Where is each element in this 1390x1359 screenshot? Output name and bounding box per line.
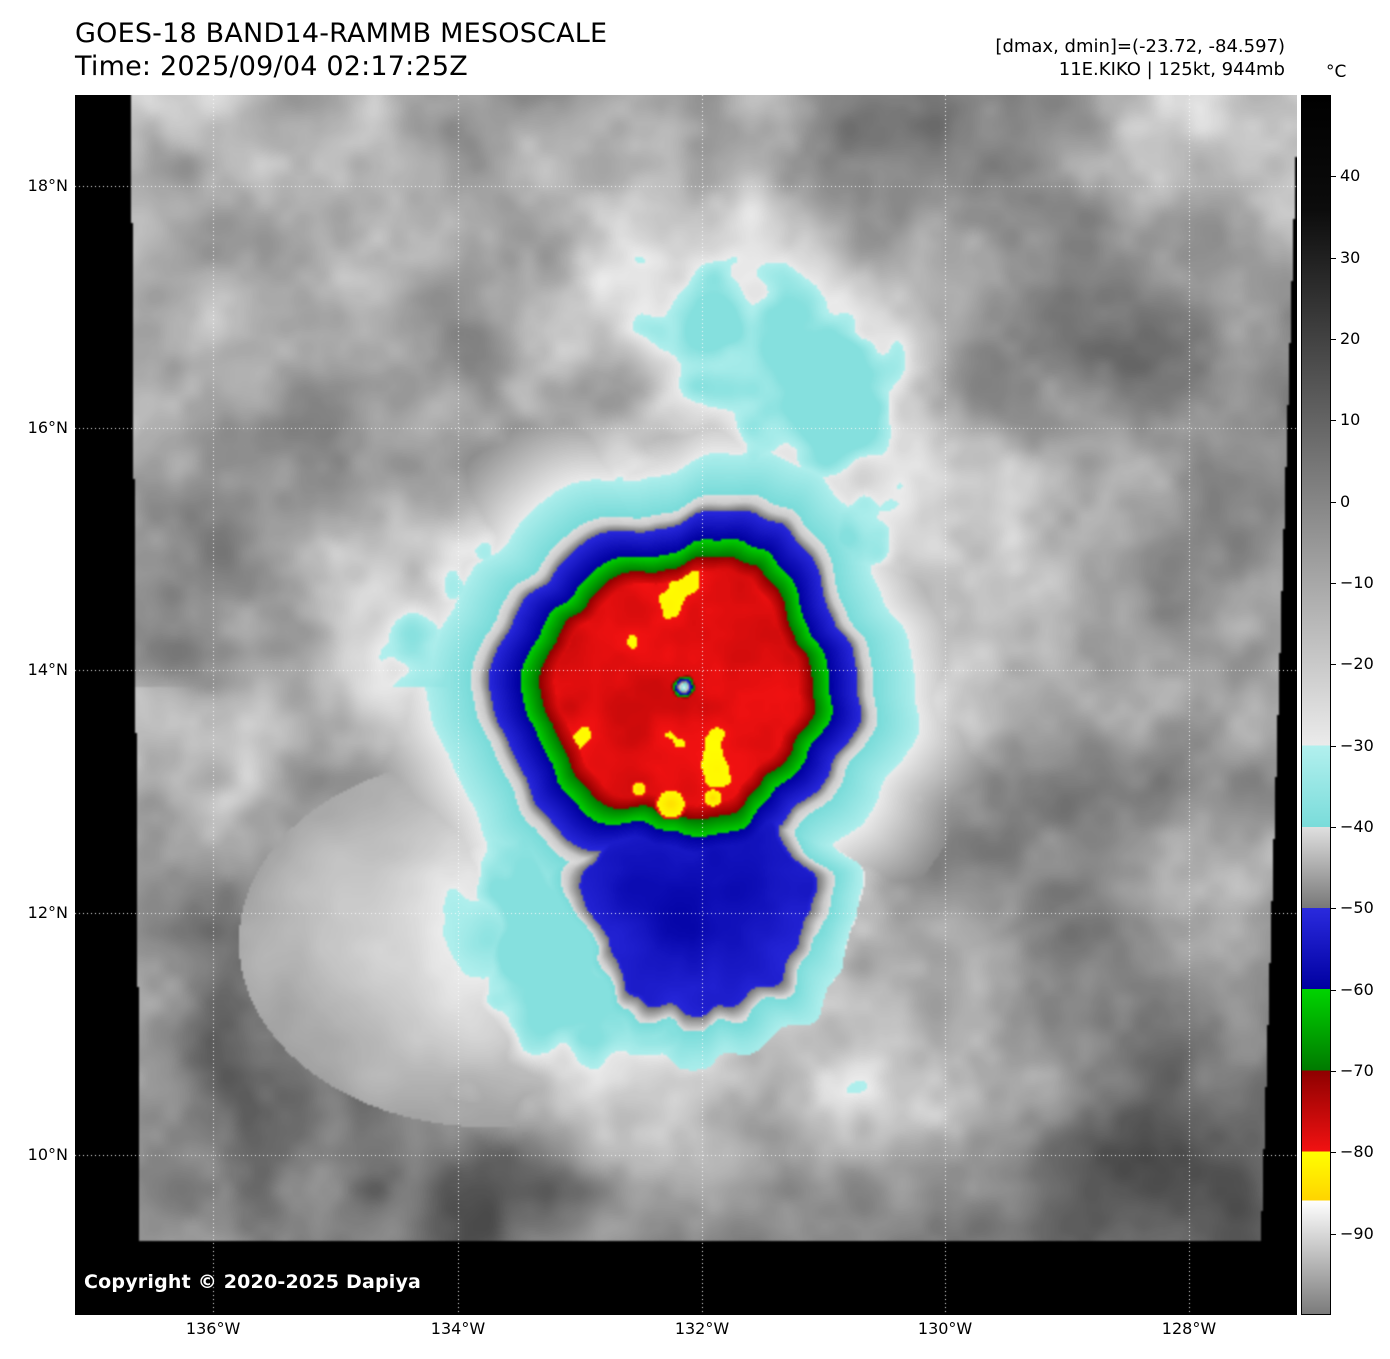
colorbar-tick-label: 20 [1340,329,1361,348]
colorbar [1301,95,1331,1315]
colorbar-tick-label: −70 [1340,1061,1374,1080]
colorbar-tick-label: −40 [1340,817,1374,836]
colorbar-tick-mark [1331,908,1336,910]
longitude-tick-label: 132°W [674,1319,730,1338]
dmax-dmin-readout: [dmax, dmin]=(-23.72, -84.597) [995,36,1285,57]
colorbar-tick-mark [1331,583,1336,584]
colorbar-tick-mark [1331,257,1336,259]
latitude-tick-label: 12°N [27,903,68,922]
colorbar-tick-label: 10 [1340,410,1361,430]
colorbar-tick-mark [1331,176,1336,178]
latitude-tick-label: 18°N [27,176,68,195]
longitude-tick-label: 136°W [185,1319,241,1338]
latitude-axis: 18°N 16°N 14°N 12°N 10°N [0,95,71,1315]
colorbar-tick-mark [1331,501,1336,503]
colorbar-tick-label: −20 [1340,654,1374,674]
map-frame: Copyright © 2020-2025 Dapiya [75,95,1297,1315]
colorbar-tick-mark [1331,664,1336,666]
colorbar-tick-label: 0 [1340,491,1351,511]
colorbar-tick-labels: 40 30 20 10 0 −10 −20 −30 −40 −50 −60 −70 −80 −90 [1331,95,1389,1315]
colorbar-tick-mark [1331,827,1336,828]
colorbar-tick-mark [1331,1152,1336,1154]
colorbar-tick-mark [1331,1071,1336,1072]
colorbar-tick-label: −80 [1340,1142,1374,1162]
colorbar-tick-label: 30 [1340,247,1361,267]
colorbar-unit-label: °C [1326,62,1347,82]
colorbar-tick-mark [1331,745,1336,747]
colorbar-tick-mark [1331,339,1336,340]
storm-intensity-readout: 11E.KIKO | 125kt, 944mb [1058,59,1285,80]
colorbar-tick-label: −10 [1340,573,1374,592]
product-title: GOES-18 BAND14-RAMMB MESOSCALE [75,18,608,49]
colorbar-tick-mark [1331,420,1336,422]
latitude-tick-label: 10°N [27,1145,68,1165]
header-meta: [dmax, dmin]=(-23.72, -84.597) 11E.KIKO … [995,35,1285,81]
product-time: Time: 2025/09/04 02:17:25Z [75,51,468,82]
longitude-tick-label: 134°W [430,1319,486,1338]
copyright-label: Copyright © 2020-2025 Dapiya [84,1271,422,1293]
colorbar-tick-mark [1331,1233,1336,1235]
colorbar-tick-label: −60 [1340,979,1374,999]
longitude-tick-label: 130°W [917,1319,973,1338]
colorbar-gradient [1302,96,1330,1314]
colorbar-tick-mark [1331,989,1336,991]
satellite-image-canvas [75,95,1297,1315]
longitude-tick-label: 128°W [1161,1319,1217,1338]
longitude-axis: 136°W 134°W 132°W 130°W 128°W [75,1319,1297,1341]
latitude-tick-label: 16°N [27,418,68,438]
colorbar-tick-label: −30 [1340,735,1374,755]
colorbar-tick-label: −50 [1340,898,1374,918]
colorbar-tick-label: −90 [1340,1223,1374,1243]
colorbar-tick-label: 40 [1340,166,1361,186]
latitude-tick-label: 14°N [27,659,68,679]
